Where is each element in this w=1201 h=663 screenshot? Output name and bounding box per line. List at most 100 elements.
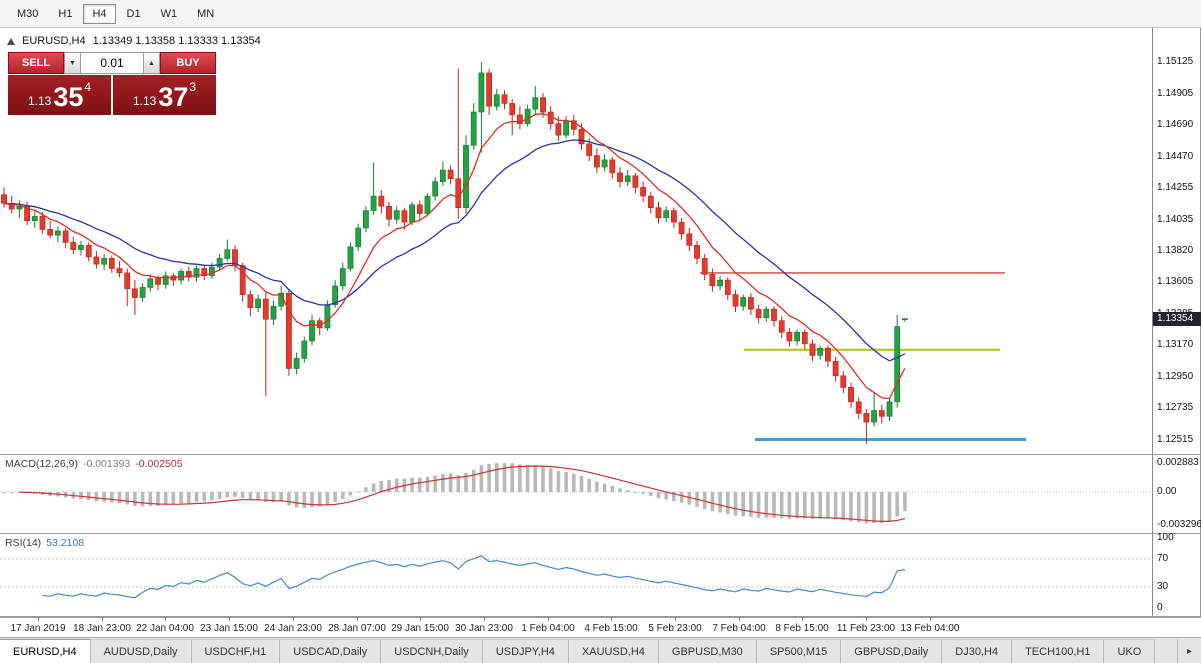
chart-header: EURUSD,H4 1.13349 1.13358 1.13333 1.1335… (7, 35, 261, 47)
rsi-scale: 100 70 30 0 (1152, 532, 1200, 616)
candlestick-chart (1, 62, 1026, 444)
price-tick: 1.14470 (1157, 151, 1194, 162)
timeframe-toolbar: M30 H1 H4 D1 W1 MN (0, 0, 1201, 28)
time-label: 23 Jan 15:00 (200, 623, 258, 634)
price-tick: 1.12515 (1157, 434, 1194, 445)
time-label: 22 Jan 04:00 (136, 623, 194, 634)
buy-price-big: 37 (158, 82, 189, 113)
time-tick (866, 618, 867, 621)
rsi-label: RSI(14) 53.2108 (5, 537, 85, 549)
buy-price-display[interactable]: 1.13 37 3 (113, 75, 216, 115)
macd-tick: 0.00 (1157, 486, 1177, 497)
time-tick (675, 618, 676, 621)
price-tick: 1.14905 (1157, 88, 1194, 99)
chart-tab-bar: EURUSD,H4 AUDUSD,Daily USDCHF,H1 USDCAD,Dai… (0, 637, 1201, 663)
sell-price-big: 35 (53, 82, 84, 113)
time-tick (229, 618, 230, 621)
buy-price-pip: 3 (189, 80, 197, 94)
chart-tab-tech100-h1[interactable]: TECH100,H1 (1012, 639, 1105, 663)
time-label: 7 Feb 04:00 (712, 623, 766, 634)
rsi-tick: 100 (1157, 532, 1174, 543)
time-label: 18 Jan 23:00 (73, 623, 131, 634)
ma-fast-line (3, 113, 906, 400)
rsi-tick: 70 (1157, 553, 1169, 564)
time-label: 8 Feb 15:00 (775, 623, 829, 634)
timeframe-button-mn[interactable]: MN (197, 7, 215, 20)
macd-label: MACD(12,26,9) -0.001393 -0.002505 (5, 458, 183, 470)
ma-slow-line (3, 139, 906, 362)
chart-tab-dj30-h4[interactable]: DJ30,H4 (942, 639, 1013, 663)
rsi-tick: 0 (1157, 602, 1163, 613)
macd-signal-line (19, 465, 906, 522)
chart-tab-usdchf-h1[interactable]: USDCHF,H1 (191, 639, 281, 663)
one-click-trading-widget: SELL ▼ ▲ BUY 1.13 35 4 1.13 37 3 (8, 52, 216, 115)
panel-separator[interactable] (0, 533, 1201, 534)
time-tick (165, 618, 166, 621)
price-tick: 1.14690 (1157, 119, 1194, 130)
time-label: 29 Jan 15:00 (391, 623, 449, 634)
macd-histogram (2, 463, 907, 524)
time-tick (38, 618, 39, 621)
panel-separator[interactable] (0, 454, 1201, 455)
rsi-chart (0, 555, 1152, 599)
time-label: 13 Feb 04:00 (900, 623, 960, 634)
timeframe-button-h4[interactable]: H4 (83, 3, 116, 24)
rsi-tick: 30 (1157, 581, 1169, 592)
chart-ohlc-values: 1.13349 1.13358 1.13333 1.13354 (92, 35, 261, 47)
timeframe-button-d1[interactable]: D1 (126, 7, 141, 20)
timeframe-button-h1[interactable]: H1 (58, 7, 73, 20)
sell-button[interactable]: SELL (8, 52, 64, 74)
chart-tab-usdjpy-h4[interactable]: USDJPY,H4 (482, 639, 569, 663)
candles-layer (1, 62, 908, 444)
time-tick (357, 618, 358, 621)
chart-symbol-label: EURUSD,H4 (22, 35, 86, 47)
chart-tab-sp500-m15[interactable]: SP500,M15 (756, 639, 842, 663)
chart-tab-eurusd-h4[interactable]: EURUSD,H4 (0, 639, 91, 663)
price-tick: 1.13170 (1157, 339, 1194, 350)
time-label: 5 Feb 23:00 (648, 623, 702, 634)
price-chart-panel[interactable]: EURUSD,H4 1.13349 1.13358 1.13333 1.1335… (0, 28, 1152, 454)
chart-tab-gbpusd-m30[interactable]: GBPUSD,M30 (658, 639, 757, 663)
price-scale[interactable]: 1.15125 1.14905 1.14690 1.14470 1.14255 1.140… (1152, 28, 1201, 454)
time-axis[interactable]: 17 Jan 2019 18 Jan 23:00 22 Jan 04:00 23 Ja… (0, 617, 1201, 637)
chart-tab-usdcnh-daily[interactable]: USDCNH,Daily (381, 639, 483, 663)
panel-separator[interactable] (0, 616, 1201, 617)
time-label: 30 Jan 23:00 (455, 623, 513, 634)
macd-panel: MACD(12,26,9) -0.001393 -0.002505 (0, 455, 1152, 533)
volume-input[interactable] (81, 52, 143, 74)
current-price-badge: 1.13354 (1153, 312, 1201, 326)
price-tick: 1.14035 (1157, 214, 1194, 225)
time-label: 24 Jan 23:00 (264, 623, 322, 634)
time-tick (739, 618, 740, 621)
buy-button[interactable]: BUY (160, 52, 216, 74)
macd-chart (0, 463, 1152, 524)
time-label: 4 Feb 15:00 (584, 623, 638, 634)
macd-tick: -0.003296 (1157, 519, 1201, 530)
tab-scroll-right-button[interactable]: ▸ (1177, 639, 1201, 663)
time-tick (293, 618, 294, 621)
chart-tab-audusd-daily[interactable]: AUDUSD,Daily (90, 639, 192, 663)
volume-increase-button[interactable]: ▲ (143, 52, 160, 74)
time-tick (548, 618, 549, 621)
rsi-panel: RSI(14) 53.2108 (0, 534, 1152, 616)
time-tick (930, 618, 931, 621)
price-tick: 1.12735 (1157, 402, 1194, 413)
timeframe-button-w1[interactable]: W1 (160, 7, 178, 20)
macd-scale: 0.002883 0.00 -0.003296 (1152, 455, 1201, 533)
chart-tab-gbpusd-daily[interactable]: GBPUSD,Daily (841, 639, 943, 663)
chart-shift-icon (7, 37, 15, 45)
time-tick (611, 618, 612, 621)
sell-price-display[interactable]: 1.13 35 4 (8, 75, 111, 115)
chart-tab-uko[interactable]: UKO (1104, 639, 1156, 663)
timeframe-button-m30[interactable]: M30 (17, 7, 39, 20)
chart-tab-xauusd-h4[interactable]: XAUUSD,H4 (568, 639, 659, 663)
price-tick: 1.14255 (1157, 182, 1194, 193)
time-tick (102, 618, 103, 621)
volume-decrease-button[interactable]: ▼ (64, 52, 81, 74)
sell-price-prefix: 1.13 (27, 94, 52, 108)
time-label: 17 Jan 2019 (10, 623, 66, 634)
chart-tab-usdcad-daily[interactable]: USDCAD,Daily (280, 639, 382, 663)
time-label: 28 Jan 07:00 (328, 623, 386, 634)
time-label: 1 Feb 04:00 (521, 623, 575, 634)
price-tick: 1.13605 (1157, 276, 1194, 287)
